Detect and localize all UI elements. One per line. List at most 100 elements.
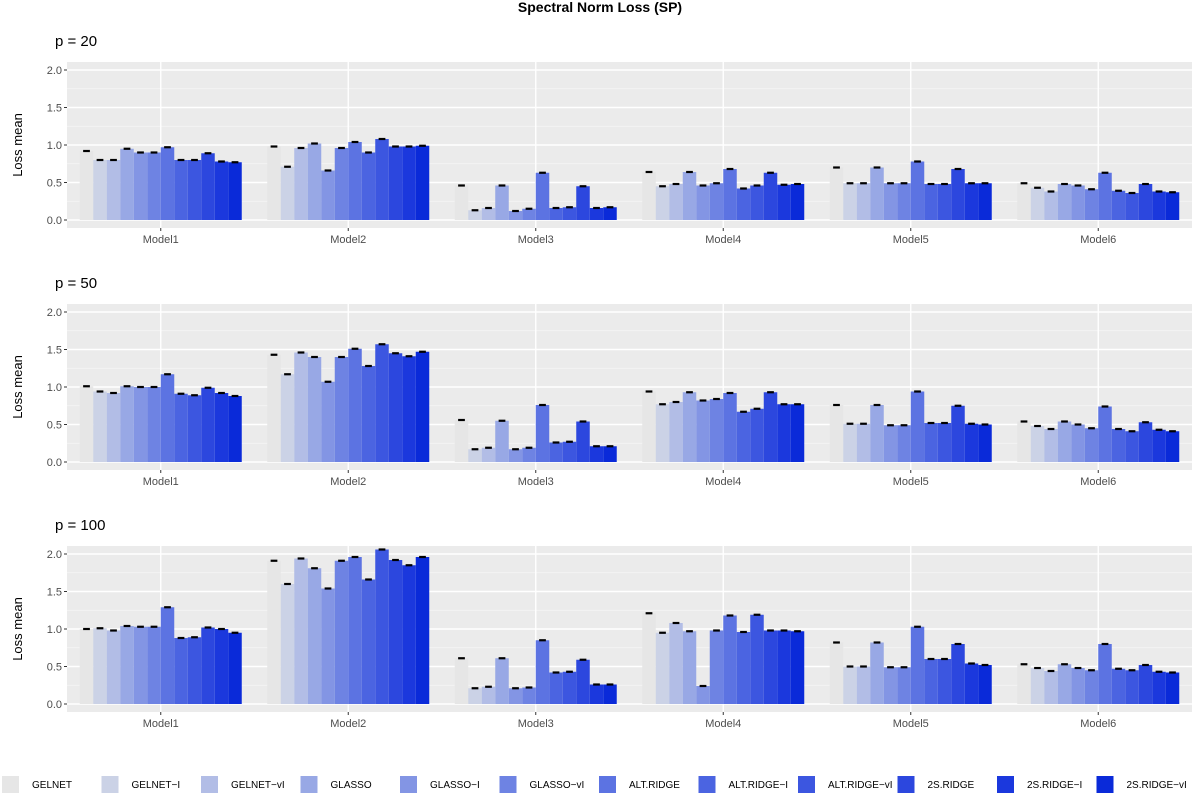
legend-swatch [400,776,417,793]
bar-model6-9 [1125,670,1139,704]
bar-model5-12 [978,183,992,220]
bar-model6-4 [1057,421,1072,462]
bar-model6-12 [1165,192,1180,220]
bar-model3-11 [589,208,604,220]
bar-model4-8 [736,188,751,220]
x-tick-label: Model4 [705,234,741,246]
bar-model4-4 [682,392,697,462]
bar-model1-4 [120,626,134,704]
bar-model1-10 [201,627,215,704]
panel-title: p = 50 [55,275,97,292]
bar-model4-6 [709,399,724,462]
bar-model1-7 [160,374,175,462]
bar-model1-8 [174,393,188,462]
bar-model3-10 [576,421,590,462]
bar-model2-1 [267,146,281,220]
bar-model2-4 [307,568,322,704]
bar-model3-12 [603,207,617,220]
bar-model6-6 [1084,428,1099,462]
bar-model4-6 [709,630,724,704]
bar-model5-6 [897,667,911,704]
chart-title: Spectral Norm Loss (SP) [518,0,682,15]
y-tick-label: 1.5 [47,587,62,599]
bar-model3-5 [508,211,523,220]
bar-model4-6 [709,183,724,220]
bar-model3-4 [495,185,509,220]
x-tick-label: Model2 [330,476,366,488]
bar-model3-1 [454,658,469,704]
bar-model3-1 [454,420,469,462]
legend-swatch [499,776,517,793]
bar-model6-3 [1044,191,1058,220]
bar-model1-2 [93,391,107,462]
bar-model2-9 [375,549,389,704]
bar-model5-11 [964,183,979,220]
x-tick-label: Model1 [143,718,179,730]
x-tick-label: Model6 [1080,718,1116,730]
x-tick-label: Model3 [518,234,554,246]
bar-model1-1 [79,386,94,462]
x-tick-label: Model5 [893,476,929,488]
bar-model1-5 [133,626,148,704]
bar-model1-2 [93,160,107,220]
legend-label: ALT.RIDGE−I [729,780,789,791]
bar-model2-1 [267,354,281,462]
bar-model3-12 [603,684,617,704]
bar-model4-8 [736,411,751,462]
x-tick-label: Model2 [330,234,366,246]
bar-model5-2 [843,666,857,704]
y-tick-label: 2.0 [47,307,62,319]
legend-label: GELNET−vI [231,780,285,791]
bar-model2-6 [334,560,349,704]
bar-model2-11 [402,565,416,704]
bar-model4-3 [669,184,683,220]
bar-model4-1 [642,172,656,220]
y-axis-label: Loss mean [10,597,25,661]
bar-model4-11 [777,630,791,704]
bar-model1-12 [228,396,242,462]
legend-item-6: GLASSO−vI [499,776,584,793]
legend: GELNET GELNET−I GELNET−vI GLASSO GLASSO−I GLA… [2,776,1187,793]
bar-model5-3 [856,423,871,462]
bar-model3-10 [576,659,590,704]
panels-group: p = 20 0.0 0.5 1.0 1.5 2.0 Model1 Model2 Model3 M… [10,33,1192,730]
bar-model2-7 [348,142,362,220]
bar-model4-10 [763,392,778,462]
bar-model4-11 [777,404,791,462]
x-tick-label: Model6 [1080,476,1116,488]
legend-item-11: 2S.RIDGE−I [997,776,1082,793]
bar-model5-8 [924,423,938,462]
bar-model3-2 [468,210,482,220]
bar-model5-12 [978,665,992,704]
bar-model1-12 [228,162,242,220]
bar-model3-4 [495,658,509,704]
bar-model3-3 [481,447,496,462]
y-axis-label: Loss mean [10,355,25,419]
bar-model4-9 [750,408,764,462]
bar-model1-4 [120,148,134,220]
bar-model6-2 [1030,668,1045,704]
bar-model2-2 [280,374,295,462]
x-tick-label: Model5 [893,234,929,246]
bar-model3-4 [495,420,509,462]
bar-model4-9 [750,185,764,220]
bar-model3-6 [522,447,536,462]
bar-model4-9 [750,614,764,704]
bar-model5-1 [829,405,844,462]
bar-model3-10 [576,186,590,220]
bar-model5-11 [964,663,979,704]
bar-model2-3 [294,558,308,704]
bar-model4-1 [642,391,656,462]
bar-model2-2 [280,166,295,220]
bar-model4-12 [790,631,805,704]
bar-model4-1 [642,613,656,704]
bar-model6-9 [1125,431,1139,462]
legend-label: GELNET [32,780,72,791]
bar-model6-10 [1138,422,1153,462]
y-tick-label: 0.0 [47,699,62,711]
bar-model5-7 [910,161,925,220]
x-tick-label: Model4 [705,718,741,730]
bar-model3-11 [589,684,604,704]
legend-swatch [897,776,915,793]
bar-model2-9 [375,139,389,220]
